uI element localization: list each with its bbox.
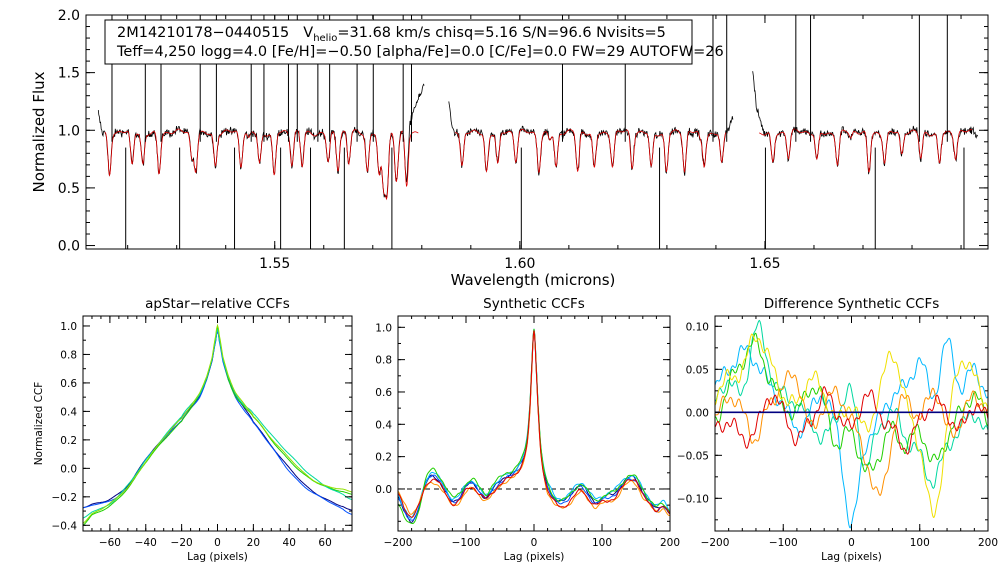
ccf-x-tick-label: −40 xyxy=(135,537,157,549)
spectrum-x-tick-label: 1.60 xyxy=(504,256,535,272)
ccf-y-tick-label: −0.2 xyxy=(52,492,78,504)
spectrum-y-axis-label: Normalized Flux xyxy=(30,71,48,192)
ccf-series-line xyxy=(398,330,670,518)
spectrum-x-tick-label: 1.55 xyxy=(259,256,290,272)
ccf-y-tick-label: 0.8 xyxy=(60,349,77,361)
ccf-y-tick-label: 0.00 xyxy=(686,407,709,419)
spectrum-y-tick-label: 1.0 xyxy=(58,123,80,139)
ccf-y-tick-label: 0.0 xyxy=(60,463,77,475)
spectrum-y-tick-label: 0.5 xyxy=(58,181,80,197)
spectrum-x-axis-label: Wavelength (microns) xyxy=(451,271,616,289)
ccf-axes-frame xyxy=(397,315,671,532)
ccf-series-line xyxy=(715,369,988,497)
ccf-y-tick-label: 0.2 xyxy=(60,435,77,447)
ccf-panel-title: apStar−relative CCFs xyxy=(145,296,290,312)
ccf-x-tick-label: −200 xyxy=(384,537,413,549)
ccf-panel-title: Synthetic CCFs xyxy=(483,296,585,312)
ccf-x-tick-label: 0 xyxy=(214,537,221,549)
ccf-y-tick-label: 0.8 xyxy=(375,355,392,367)
annotation-object-id: 2M14210178−0440515 xyxy=(117,25,289,41)
ccf-y-tick-label: 0.6 xyxy=(60,378,77,390)
ccf-plot-area xyxy=(715,319,988,529)
ccf-x-axis-label: Lag (pixels) xyxy=(821,551,882,563)
annotation-v-symbol: V xyxy=(303,25,313,41)
ccf-series-line xyxy=(398,330,670,517)
ccf-series-line xyxy=(83,329,352,515)
ccf-y-tick-label: 0.2 xyxy=(375,452,392,464)
difference-ccf-panel: Difference Synthetic CCFs Lag (pixels) −20… xyxy=(677,296,998,563)
annotation-box-frame xyxy=(104,19,693,65)
observed-spectrum-chip-1 xyxy=(97,83,425,200)
ccf-y-tick-label: −0.10 xyxy=(677,493,709,505)
ccf-y-tick-label: 1.0 xyxy=(375,322,392,334)
ccf-series-line xyxy=(398,331,670,521)
ccf-x-tick-label: 200 xyxy=(978,537,998,549)
spectrum-x-tick-label: 1.65 xyxy=(749,256,780,272)
model-spectrum-chip-3 xyxy=(759,128,973,173)
ccf-x-tick-label: −60 xyxy=(99,537,121,549)
spectrum-axes-frame xyxy=(85,14,989,250)
ccf-series-line xyxy=(83,328,352,511)
ccf-y-tick-label: −0.05 xyxy=(677,450,709,462)
ccf-x-tick-label: 20 xyxy=(247,537,260,549)
ccf-y-tick-label: −0.4 xyxy=(52,520,78,532)
ccf-series-line xyxy=(715,319,988,490)
ccf-panel-title: Difference Synthetic CCFs xyxy=(764,296,940,312)
ccf-x-tick-label: 100 xyxy=(910,537,930,549)
ccf-x-tick-label: 0 xyxy=(848,537,855,549)
annotation-line-1: 2M14210178−0440515 Vhelio=31.68 km/s chis… xyxy=(117,25,666,44)
ccf-y-axis-label: Normalized CCF xyxy=(33,382,45,466)
ccf-y-tick-label: 0.05 xyxy=(686,364,709,376)
ccf-x-axis-label: Lag (pixels) xyxy=(187,551,248,563)
ccf-x-tick-label: −100 xyxy=(452,537,481,549)
ccf-axes-frame xyxy=(82,315,353,532)
annotation-v-subscript: helio xyxy=(313,33,337,44)
ccf-series-line xyxy=(83,325,352,526)
annotation-box: 2M14210178−0440515 Vhelio=31.68 km/s chis… xyxy=(104,19,724,65)
ccf-y-tick-label: 0.4 xyxy=(60,406,77,418)
synthetic-ccf-panel: Synthetic CCFs Lag (pixels) −200 −100 0 100 20… xyxy=(375,296,680,563)
ccf-series-line xyxy=(83,327,352,519)
ccf-series-line xyxy=(715,386,988,455)
spectrum-ticks xyxy=(86,14,988,249)
model-spectrum-chip-1 xyxy=(104,128,419,201)
ccf-x-tick-label: −100 xyxy=(769,537,798,549)
ccf-x-tick-label: 0 xyxy=(531,537,538,549)
observed-spectrum-chip-2 xyxy=(448,101,734,176)
ccf-series-line xyxy=(715,332,988,473)
ccf-x-axis-label: Lag (pixels) xyxy=(504,551,565,563)
ccf-series-line xyxy=(398,330,670,523)
ccf-y-tick-label: 0.6 xyxy=(375,387,392,399)
ccf-x-tick-label: 60 xyxy=(318,537,331,549)
spectrum-panel: 1.55 1.60 1.65 0.0 0.5 1.0 1.5 2.0 Wavelength (… xyxy=(30,8,989,289)
ccf-y-tick-label: 0.4 xyxy=(375,419,392,431)
observed-spectrum-chip-3 xyxy=(752,71,979,175)
spectrum-y-tick-label: 0.0 xyxy=(58,239,80,255)
annotation-line-1-values: =31.68 km/s chisq=5.16 S/N=96.6 Nvisits=… xyxy=(337,25,665,41)
model-spectrum-chip-2 xyxy=(454,128,728,174)
ccf-series-line xyxy=(398,328,670,519)
ccf-series-line xyxy=(715,337,988,529)
spectrum-y-tick-label: 1.5 xyxy=(58,66,80,82)
ccf-plot-area xyxy=(83,323,352,526)
ccf-y-tick-label: 0.10 xyxy=(686,321,709,333)
ccf-y-tick-label: 1.0 xyxy=(60,321,77,333)
spectrum-tick-labels: 1.55 1.60 1.65 0.0 0.5 1.0 1.5 2.0 xyxy=(58,8,781,272)
ccf-x-tick-label: 100 xyxy=(592,537,612,549)
annotation-line-2: Teff=4,250 logg=4.0 [Fe/H]=−0.50 [alpha/… xyxy=(116,44,724,60)
spectrum-y-tick-label: 2.0 xyxy=(58,8,80,24)
ccf-x-tick-label: 40 xyxy=(283,537,296,549)
apstar-ccf-panel: apStar−relative CCFs Lag (pixels) Normaliz… xyxy=(33,296,353,563)
ccf-plot-area xyxy=(398,328,670,524)
ccf-axes-frame xyxy=(714,315,989,532)
ccf-y-tick-label: 0.0 xyxy=(375,484,392,496)
ccf-x-tick-label: −20 xyxy=(171,537,193,549)
ccf-x-tick-label: −200 xyxy=(701,537,730,549)
ccf-x-tick-label: 200 xyxy=(660,537,680,549)
ccf-series-line xyxy=(83,323,352,524)
spectrum-frame xyxy=(85,14,989,250)
ccf-series-line xyxy=(398,328,670,524)
